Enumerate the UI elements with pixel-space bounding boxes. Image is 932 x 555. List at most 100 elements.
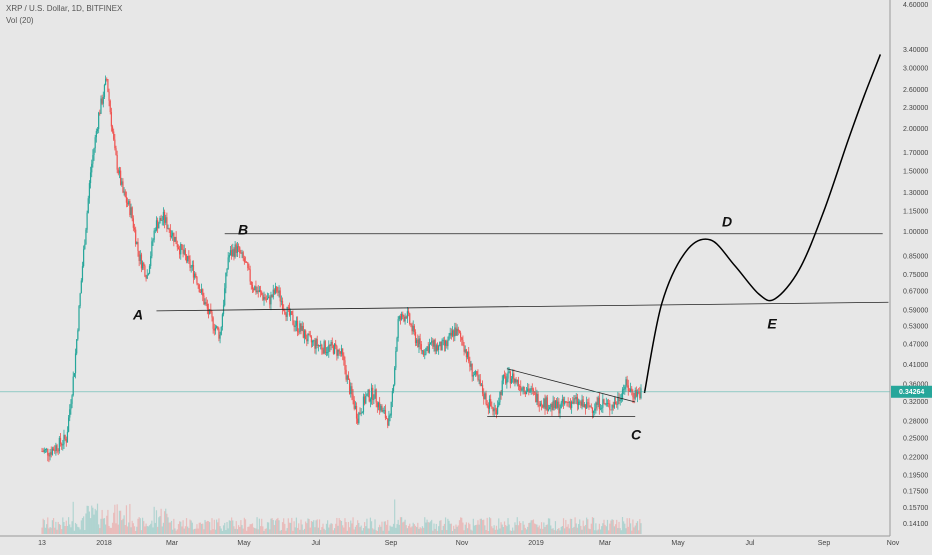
- volume-bar: [317, 527, 319, 534]
- volume-bar: [365, 526, 367, 534]
- volume-bar: [257, 529, 259, 534]
- candle: [62, 439, 64, 451]
- volume-bar: [239, 526, 241, 534]
- volume-bar: [235, 521, 237, 534]
- candle: [565, 401, 567, 404]
- volume-bar: [293, 521, 295, 534]
- candle: [306, 334, 308, 347]
- candle: [618, 392, 620, 405]
- candle: [103, 83, 106, 100]
- candle: [307, 333, 309, 345]
- candle: [63, 429, 65, 449]
- volume-bar: [423, 527, 425, 534]
- volume-bar: [483, 519, 485, 534]
- time-axis[interactable]: 13 2018 Mar May Jul Sep Nov 2019 Mar May Jul Sep Nov: [38, 540, 900, 547]
- volume-bar: [531, 520, 533, 534]
- projection-path[interactable]: [643, 54, 882, 394]
- candle: [324, 340, 326, 355]
- volume-bar: [502, 527, 504, 534]
- volume-bar: [172, 529, 174, 534]
- price-axis[interactable]: 4.60000 3.40000 3.00000 2.60000 2.30000 2.000…: [891, 2, 932, 528]
- volume-bar: [72, 501, 74, 534]
- candle: [190, 264, 192, 273]
- volume-bar: [114, 504, 116, 534]
- candle: [288, 302, 291, 317]
- volume-bar: [609, 523, 611, 534]
- volume-bar: [333, 528, 336, 534]
- candle: [464, 345, 466, 354]
- volume-bar: [107, 509, 109, 534]
- candle: [441, 338, 443, 351]
- volume-bar: [225, 530, 227, 534]
- wave-label-a: A: [132, 307, 143, 323]
- trend-line[interactable]: [156, 301, 889, 312]
- volume-bar: [366, 518, 368, 534]
- volume-bar: [143, 521, 145, 534]
- candle: [544, 394, 546, 415]
- volume-bar: [138, 517, 140, 534]
- volume-bar: [399, 517, 402, 534]
- volume-bar: [582, 520, 584, 534]
- volume-bar: [446, 530, 448, 534]
- volume-bar: [395, 527, 397, 534]
- candle: [272, 284, 274, 300]
- candle: [346, 374, 348, 385]
- candle: [350, 382, 352, 398]
- volume-bar: [525, 529, 528, 534]
- volume-bar: [198, 522, 200, 534]
- volume-bar: [184, 526, 186, 534]
- volume-bar: [355, 525, 358, 534]
- volume-bar: [203, 529, 205, 534]
- volume-bar: [165, 508, 167, 534]
- volume-bar: [535, 524, 537, 534]
- candle: [236, 242, 239, 258]
- candle: [266, 292, 269, 300]
- volume-bar: [219, 526, 221, 534]
- volume-bar: [296, 527, 299, 534]
- volume-bar: [284, 523, 286, 534]
- volume-bar: [625, 528, 627, 534]
- volume-indicator-label: Vol (20): [6, 16, 34, 25]
- candle: [167, 224, 169, 230]
- candle: [274, 282, 277, 295]
- candle: [66, 426, 69, 443]
- trend-line[interactable]: [506, 368, 636, 403]
- candle: [514, 378, 516, 387]
- volume-bar: [536, 524, 538, 534]
- candle: [195, 272, 197, 279]
- price-tick-label: 1.50000: [903, 169, 928, 176]
- volume-bar: [247, 526, 249, 534]
- candle: [52, 446, 55, 451]
- volume-bar: [310, 521, 313, 534]
- candle: [501, 375, 503, 396]
- volume-bar: [591, 517, 594, 534]
- volume-bar: [429, 521, 432, 534]
- candle: [606, 399, 609, 407]
- volume-bar: [195, 528, 197, 534]
- candle: [240, 249, 242, 254]
- volume-bar: [115, 523, 117, 534]
- volume-bar: [587, 519, 589, 534]
- volume-bar: [41, 527, 43, 534]
- candle: [343, 352, 345, 366]
- candle: [258, 286, 260, 293]
- candle: [158, 221, 160, 229]
- candle: [594, 403, 596, 416]
- candle: [246, 261, 248, 264]
- candle: [390, 401, 392, 418]
- candle: [301, 321, 303, 332]
- volume-bar: [537, 527, 539, 534]
- volume-bar: [236, 529, 239, 534]
- volume-bar: [152, 527, 154, 534]
- volume-bar: [346, 530, 348, 534]
- volume-bar: [441, 530, 443, 534]
- volume-bar: [78, 527, 80, 534]
- candle: [550, 403, 552, 412]
- volume-bar: [126, 526, 129, 534]
- volume-bar: [292, 530, 294, 534]
- volume-bar: [179, 521, 181, 534]
- candle: [473, 371, 476, 376]
- volume-bar: [552, 528, 554, 534]
